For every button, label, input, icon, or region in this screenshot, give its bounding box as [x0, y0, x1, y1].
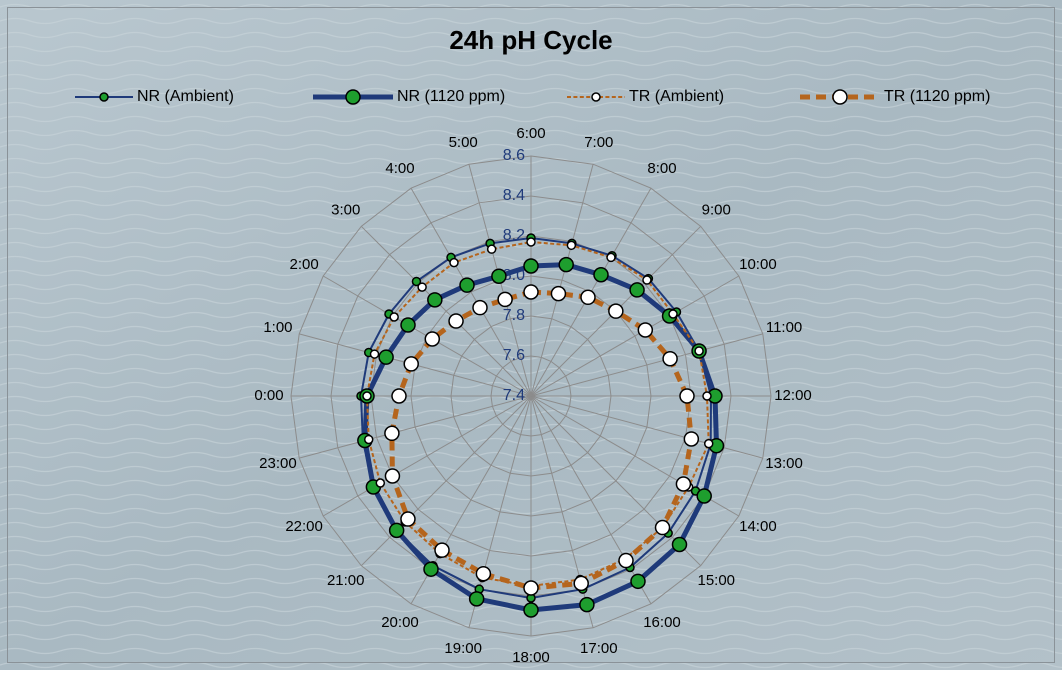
category-label: 8:00 [647, 160, 676, 177]
category-label: 11:00 [766, 319, 802, 336]
category-label: 23:00 [259, 455, 297, 472]
marker [643, 276, 651, 284]
marker [435, 543, 449, 557]
marker [630, 283, 644, 297]
marker [524, 259, 538, 273]
marker [703, 392, 711, 400]
marker [705, 440, 713, 448]
r-tick-label: 8.6 [503, 147, 525, 164]
marker [385, 426, 399, 440]
marker [450, 259, 458, 267]
marker [680, 389, 694, 403]
category-label: 0:00 [254, 387, 283, 404]
marker [376, 479, 384, 487]
marker [392, 389, 406, 403]
marker [594, 268, 608, 282]
r-tick-label: 8.4 [503, 187, 525, 204]
category-label: 20:00 [381, 614, 419, 631]
marker [425, 332, 439, 346]
marker [567, 241, 575, 249]
marker [473, 301, 487, 315]
marker [574, 576, 588, 590]
marker [428, 293, 442, 307]
marker [363, 392, 371, 400]
category-label: 18:00 [512, 649, 550, 666]
marker [607, 253, 615, 261]
marker [390, 313, 398, 321]
marker [470, 592, 484, 606]
category-label: 14:00 [739, 518, 777, 535]
marker [551, 287, 565, 301]
marker [390, 523, 404, 537]
marker [460, 278, 474, 292]
category-label: 4:00 [385, 160, 414, 177]
legend-marker [833, 90, 847, 104]
marker [449, 314, 463, 328]
category-label: 6:00 [516, 125, 545, 142]
marker [371, 350, 379, 358]
category-label: 16:00 [643, 614, 681, 631]
category-label: 9:00 [702, 202, 731, 219]
marker [401, 512, 415, 526]
r-tick-label: 7.4 [503, 387, 525, 404]
marker [656, 521, 670, 535]
marker [672, 537, 686, 551]
marker [580, 598, 594, 612]
marker [404, 357, 418, 371]
marker [527, 238, 535, 246]
category-label: 12:00 [774, 387, 812, 404]
category-label: 10:00 [739, 256, 777, 273]
marker [385, 469, 399, 483]
marker [669, 310, 677, 318]
marker [418, 283, 426, 291]
marker [619, 554, 633, 568]
marker [638, 323, 652, 337]
category-label: 5:00 [449, 134, 478, 151]
category-label: 19:00 [444, 640, 482, 657]
marker [684, 432, 698, 446]
marker [697, 489, 711, 503]
marker [631, 574, 645, 588]
marker [559, 258, 573, 272]
marker [401, 318, 415, 332]
category-label: 1:00 [263, 319, 292, 336]
category-label: 3:00 [331, 202, 360, 219]
legend-label: TR (Ambient) [629, 88, 724, 105]
marker [581, 290, 595, 304]
legend-label: NR (Ambient) [137, 88, 234, 105]
chart: 24h pH Cycle 6:00 7:00 8:00 9:00 10:00 11:00 1… [0, 0, 1062, 670]
marker [365, 435, 373, 443]
marker [492, 269, 506, 283]
category-label: 21:00 [327, 572, 365, 589]
marker [609, 304, 623, 318]
legend-marker [592, 93, 600, 101]
marker [424, 562, 438, 576]
marker [524, 581, 538, 595]
chart-title: 24h pH Cycle [449, 25, 612, 55]
category-label: 17:00 [580, 640, 618, 657]
marker [676, 477, 690, 491]
legend-marker [346, 90, 360, 104]
marker [524, 285, 538, 299]
legend-marker [100, 93, 108, 101]
category-label: 15:00 [697, 572, 735, 589]
category-label: 7:00 [584, 134, 613, 151]
marker [476, 567, 490, 581]
legend-label: NR (1120 ppm) [397, 88, 505, 105]
marker [488, 245, 496, 253]
marker [498, 292, 512, 306]
marker [663, 352, 677, 366]
category-label: 22:00 [285, 518, 323, 535]
marker [524, 603, 538, 617]
page: 24h pH Cycle 6:00 7:00 8:00 9:00 10:00 11:00 1… [0, 0, 1062, 675]
r-tick-label: 7.8 [503, 307, 525, 324]
category-label: 13:00 [765, 455, 803, 472]
legend-label: TR (1120 ppm) [884, 88, 990, 105]
marker [695, 347, 703, 355]
marker [379, 350, 393, 364]
r-tick-label: 7.6 [503, 347, 525, 364]
category-label: 2:00 [289, 256, 318, 273]
